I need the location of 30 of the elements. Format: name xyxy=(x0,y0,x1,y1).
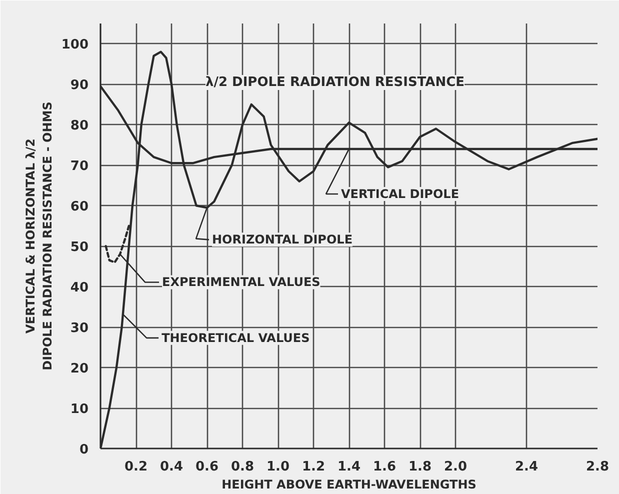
text: λ/2 DIPOLE RADIATION RESISTANCE xyxy=(206,75,465,90)
x-tick-label: 0.8 xyxy=(230,460,254,474)
x-tick-label: 0.4 xyxy=(160,460,184,474)
y-tick-label: 100 xyxy=(61,38,89,53)
y-tick-label: 90 xyxy=(70,78,89,94)
x-tick-label: 2.0 xyxy=(444,460,468,474)
annotation: THEORETICAL VALUES xyxy=(162,330,310,345)
y-tick-label: 30 xyxy=(70,321,89,336)
x-tick-label: 1.6 xyxy=(372,460,396,474)
x-tick-label: 1.2 xyxy=(302,460,326,474)
text: EXPERIMENTAL VALUES xyxy=(162,275,320,290)
x-tick-label: 2.4 xyxy=(514,460,538,474)
y-tick-label: 0 xyxy=(79,442,88,458)
y-tick-label: 60 xyxy=(70,200,89,215)
text: HORIZONTAL DIPOLE xyxy=(212,232,353,247)
x-tick-label: 1.0 xyxy=(266,460,290,474)
x-tick-label: 2.8 xyxy=(586,460,610,474)
x-tick-label: 0.2 xyxy=(124,460,148,474)
y-tick-label: 40 xyxy=(70,280,89,296)
x-axis-title: HEIGHT ABOVE EARTH-WAVELENGTHS xyxy=(222,478,476,492)
y-tick-label: 70 xyxy=(70,159,89,174)
text: VERTICAL DIPOLE xyxy=(341,186,460,201)
x-tick-label: 1.4 xyxy=(337,460,361,474)
y-tick-label: 50 xyxy=(70,240,89,256)
y-axis-title: VERTICAL & HORIZONTAL λ/2 DIPOLE RADIATION RESISTANCE - OHMS xyxy=(24,102,54,370)
y-tick-label: 10 xyxy=(70,402,89,418)
y-tick-label: 80 xyxy=(70,118,89,134)
y-tick-label: 20 xyxy=(70,362,89,377)
x-tick-label: 1.8 xyxy=(408,460,432,474)
x-tick-label: 0.6 xyxy=(195,460,219,474)
